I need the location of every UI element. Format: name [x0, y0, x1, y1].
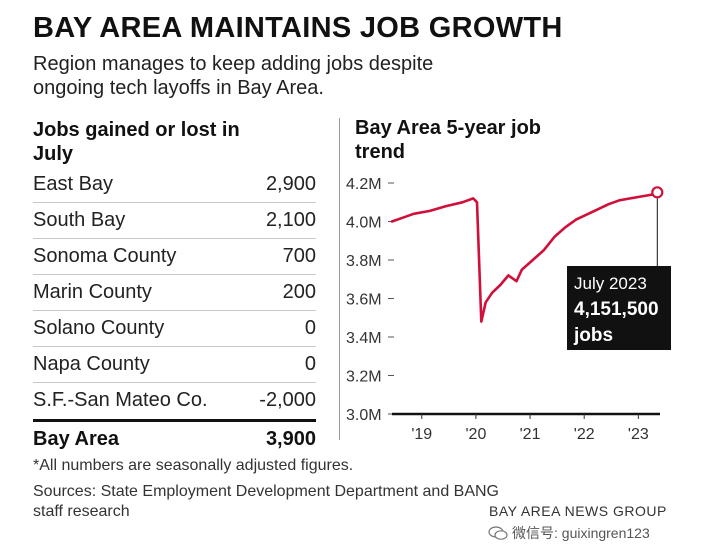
- row-label: Marin County: [33, 281, 152, 303]
- total-label: Bay Area: [33, 427, 119, 450]
- line-chart-title: Bay Area 5-year job trend: [355, 117, 542, 163]
- footnote: *All numbers are seasonally adjusted fig…: [33, 457, 354, 474]
- watermark: 微信号: guixingren123: [488, 523, 650, 543]
- table-row: Napa County 0: [33, 347, 316, 383]
- total-value: 3,900: [265, 427, 316, 450]
- table-row: S.F.-San Mateo Co. -2,000: [33, 383, 316, 418]
- x-tick-label: '22: [574, 426, 595, 443]
- y-tick-label: 4.2M: [346, 176, 382, 193]
- row-value: 200: [282, 281, 316, 303]
- row-label: Solano County: [33, 317, 165, 339]
- y-tick-label: 3.0M: [346, 407, 382, 424]
- annotation-box: [567, 266, 671, 350]
- section-divider: [339, 118, 340, 440]
- y-tick-label: 3.8M: [346, 253, 382, 270]
- y-tick-label: 3.2M: [346, 369, 382, 386]
- sources-note: Sources: State Employment Development De…: [33, 483, 499, 520]
- chart-subtitle: Region manages to keep adding jobs despi…: [33, 53, 434, 99]
- wechat-icon: [488, 526, 508, 540]
- table-row: Sonoma County 700: [33, 239, 316, 275]
- row-label: Napa County: [33, 353, 150, 375]
- latest-point-marker: [651, 186, 664, 199]
- row-value: 700: [282, 245, 316, 267]
- table-row: Solano County 0: [33, 311, 316, 347]
- table-heading: Jobs gained or lost in July: [33, 119, 240, 165]
- row-value: 0: [304, 353, 316, 375]
- x-tick-label: '21: [520, 426, 541, 443]
- x-tick-label: '19: [411, 426, 432, 443]
- series-line: [390, 191, 659, 323]
- chart-title-main: BAY AREA MAINTAINS JOB GROWTH: [33, 12, 563, 44]
- row-value: 2,100: [265, 209, 316, 231]
- row-label: S.F.-San Mateo Co.: [33, 389, 208, 411]
- x-tick-label: '23: [628, 426, 649, 443]
- table-total-row: Bay Area 3,900: [33, 419, 316, 456]
- y-tick-label: 4.0M: [346, 215, 382, 232]
- jobs-table: East Bay 2,900 South Bay 2,100 Sonoma Co…: [33, 167, 316, 456]
- job-trend-chart: 3.0M 3.2M 3.4M 3.6M 3.8M 4.0M 4.2M '19 '20 '21 '22…: [346, 176, 671, 443]
- row-label: Sonoma County: [33, 245, 177, 267]
- table-row: Marin County 200: [33, 275, 316, 311]
- annotation-date: July 2023: [574, 274, 647, 293]
- watermark-text: 微信号: guixingren123: [512, 525, 650, 541]
- x-tick-label: '20: [465, 426, 486, 443]
- row-value: -2,000: [259, 389, 316, 411]
- annotation-unit: jobs: [573, 325, 613, 346]
- table-row: South Bay 2,100: [33, 203, 316, 239]
- y-tick-label: 3.6M: [346, 292, 382, 309]
- row-value: 0: [304, 317, 316, 339]
- annotation-value: 4,151,500: [574, 299, 659, 320]
- credit-line: BAY AREA NEWS GROUP: [489, 503, 667, 519]
- table-row: East Bay 2,900: [33, 167, 316, 203]
- row-label: South Bay: [33, 209, 126, 231]
- row-label: East Bay: [33, 173, 114, 195]
- row-value: 2,900: [265, 173, 316, 195]
- y-tick-label: 3.4M: [346, 330, 382, 347]
